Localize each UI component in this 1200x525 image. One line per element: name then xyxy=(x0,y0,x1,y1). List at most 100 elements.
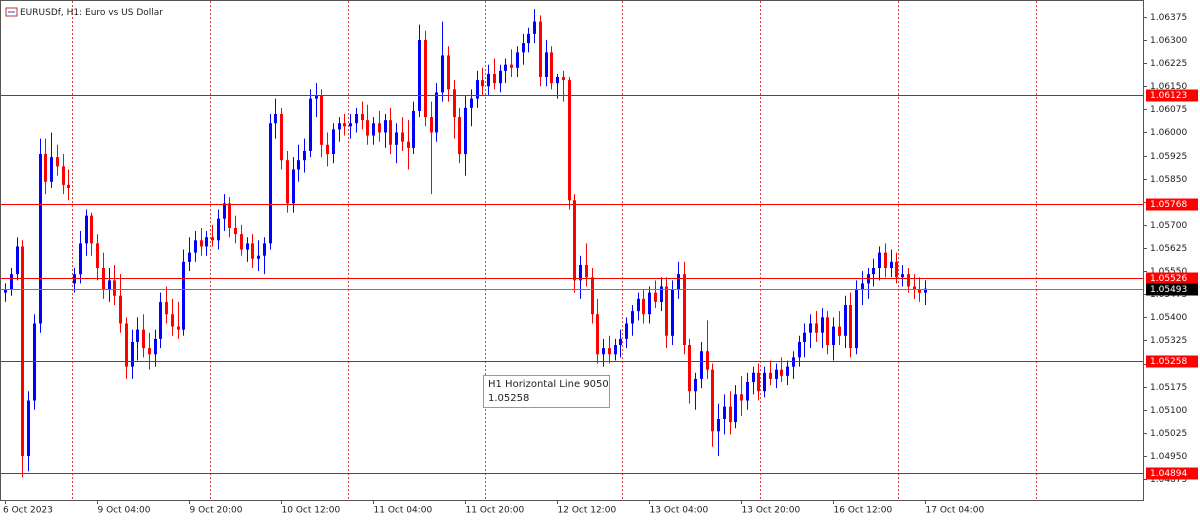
tooltip: H1 Horizontal Line 9050 1.05258 xyxy=(483,375,610,408)
candle-body xyxy=(878,252,881,269)
candle-body xyxy=(895,261,898,278)
candle-body xyxy=(246,243,249,250)
candle-body xyxy=(320,95,323,145)
candle-body xyxy=(257,255,260,259)
candle-body xyxy=(637,298,640,312)
candle-body xyxy=(924,288,927,293)
candle-body xyxy=(539,21,542,78)
candle-body xyxy=(786,366,789,376)
candle-body xyxy=(688,345,691,392)
hline-label-bg xyxy=(1146,89,1198,102)
x-tick-label: 17 Oct 04:00 xyxy=(926,506,985,516)
candle-body xyxy=(79,243,82,275)
y-tick-label: 1.06075 xyxy=(1150,105,1187,115)
candle-body xyxy=(780,369,783,376)
candle-body xyxy=(625,323,628,339)
candle-body xyxy=(499,70,502,84)
y-tick-label: 1.05925 xyxy=(1150,152,1187,162)
candle-body xyxy=(303,150,306,161)
y-tick-label: 1.05100 xyxy=(1150,406,1187,416)
tooltip-title: H1 Horizontal Line 9050 xyxy=(488,379,609,390)
candle-body xyxy=(861,283,864,290)
candle-body xyxy=(890,261,893,269)
candle-body xyxy=(269,123,272,244)
candle-body xyxy=(228,203,231,228)
chart-title: EURUSDf, H1: Euro vs US Dollar xyxy=(20,8,163,18)
candle-body xyxy=(21,246,24,456)
candle-body xyxy=(504,64,507,71)
candle-body xyxy=(568,80,571,201)
candle-body xyxy=(608,348,611,355)
candle-body xyxy=(286,160,289,204)
candle-body xyxy=(907,274,910,287)
candle-body xyxy=(775,369,778,379)
candle-body xyxy=(901,274,904,278)
candle-body xyxy=(734,394,737,423)
candle-body xyxy=(631,311,634,324)
candle-body xyxy=(918,289,921,293)
y-tick-label: 1.04950 xyxy=(1150,452,1187,462)
candle-body xyxy=(56,157,59,167)
candle-body xyxy=(458,117,461,155)
candle-body xyxy=(182,261,185,330)
candle-body xyxy=(418,40,421,111)
candle-body xyxy=(125,323,128,367)
candle-body xyxy=(154,338,157,355)
candle-body xyxy=(234,227,237,235)
candle-body xyxy=(85,215,88,244)
candle-body xyxy=(614,345,617,355)
candle-body xyxy=(746,382,749,401)
tooltip-box xyxy=(483,375,610,408)
candle-body xyxy=(660,286,663,302)
y-tick-label: 1.05325 xyxy=(1150,336,1187,346)
candle-body xyxy=(412,110,415,148)
hline-label-bg xyxy=(1146,272,1198,285)
candle-body xyxy=(470,98,473,108)
x-tick-label: 9 Oct 20:00 xyxy=(190,506,243,516)
candle-body xyxy=(556,77,559,84)
candle-body xyxy=(769,372,772,379)
candle-body xyxy=(832,326,835,346)
candle-body xyxy=(309,98,312,151)
candle-body xyxy=(740,394,743,401)
candle-body xyxy=(27,400,30,456)
price-label-bg xyxy=(1146,283,1198,296)
candle-body xyxy=(619,338,622,346)
x-tick-label: 12 Oct 12:00 xyxy=(558,506,617,516)
candle-body xyxy=(326,144,329,155)
candle-body xyxy=(562,77,565,81)
plot-frame xyxy=(0,0,1144,501)
candle-body xyxy=(677,274,680,290)
candle-body xyxy=(447,55,450,90)
candle-body xyxy=(343,123,346,127)
candle-body xyxy=(533,21,536,34)
y-tick-label: 1.06150 xyxy=(1150,82,1187,92)
y-tick-label: 1.06300 xyxy=(1150,36,1187,46)
candle-body xyxy=(205,237,208,247)
candle-body xyxy=(407,141,410,148)
x-tick-label: 13 Oct 04:00 xyxy=(650,506,709,516)
candle-body xyxy=(67,184,70,188)
candle-body xyxy=(579,264,582,281)
hline-label: 1.06123 xyxy=(1150,91,1187,101)
candle-body xyxy=(401,132,404,142)
hline-label-bg xyxy=(1146,198,1198,211)
candle-body xyxy=(585,264,588,278)
candle-body xyxy=(338,123,341,130)
candle-body xyxy=(372,123,375,136)
tooltip-value: 1.05258 xyxy=(488,393,529,404)
candle-body xyxy=(171,314,174,327)
x-tick-label: 16 Oct 12:00 xyxy=(834,506,893,516)
candle-body xyxy=(10,274,13,290)
hline-label: 1.05768 xyxy=(1150,200,1187,210)
candle-body xyxy=(487,73,490,87)
candle-body xyxy=(849,304,852,349)
y-tick-label: 1.05400 xyxy=(1150,313,1187,323)
candle-body xyxy=(700,351,703,379)
candle-body xyxy=(815,323,818,333)
candle-body xyxy=(872,268,875,275)
candle-body xyxy=(263,243,266,256)
y-tick-label: 1.05850 xyxy=(1150,175,1187,185)
